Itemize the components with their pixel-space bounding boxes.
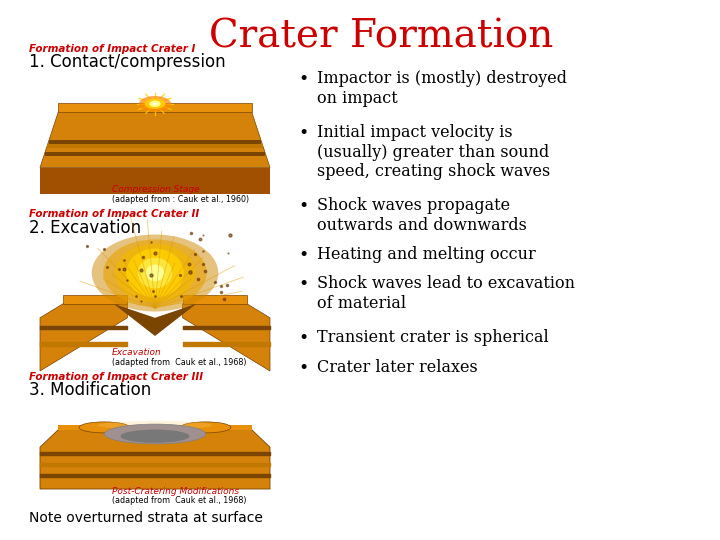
Ellipse shape [145, 265, 164, 281]
Text: Heating and melting occur: Heating and melting occur [317, 246, 536, 262]
Polygon shape [63, 295, 127, 304]
Polygon shape [183, 295, 247, 304]
Text: Shock waves propagate
outwards and downwards: Shock waves propagate outwards and downw… [317, 197, 526, 234]
Text: •: • [299, 70, 309, 88]
Text: •: • [299, 359, 309, 377]
Ellipse shape [126, 248, 184, 298]
Text: •: • [299, 329, 309, 347]
Text: Shock waves lead to excavation
of material: Shock waves lead to excavation of materi… [317, 275, 575, 312]
Ellipse shape [180, 422, 231, 433]
Text: •: • [299, 197, 309, 215]
Ellipse shape [97, 421, 212, 430]
Text: Formation of Impact Crater II: Formation of Impact Crater II [29, 209, 199, 219]
Polygon shape [40, 167, 270, 193]
Text: Crater later relaxes: Crater later relaxes [317, 359, 477, 376]
Text: Transient crater is spherical: Transient crater is spherical [317, 329, 549, 346]
Text: Impactor is (mostly) destroyed
on impact: Impactor is (mostly) destroyed on impact [317, 70, 567, 107]
Ellipse shape [153, 103, 157, 105]
Text: •: • [299, 246, 309, 264]
Polygon shape [45, 152, 265, 157]
Ellipse shape [149, 100, 161, 107]
Text: 2. Excavation: 2. Excavation [29, 219, 141, 237]
Ellipse shape [104, 424, 206, 444]
Polygon shape [183, 304, 270, 371]
Text: Post-Cratering Modifications: Post-Cratering Modifications [112, 487, 239, 496]
Text: (adapted from : Cauk et al., 1960): (adapted from : Cauk et al., 1960) [112, 195, 248, 204]
Text: 3. Modification: 3. Modification [29, 381, 151, 399]
Text: •: • [299, 275, 309, 293]
Text: 1. Contact/compression: 1. Contact/compression [29, 53, 225, 71]
Text: Initial impact velocity is
(usually) greater than sound
speed, creating shock wa: Initial impact velocity is (usually) gre… [317, 124, 550, 180]
Ellipse shape [139, 96, 171, 112]
Ellipse shape [79, 422, 130, 433]
Ellipse shape [114, 244, 195, 302]
Ellipse shape [103, 239, 207, 307]
Text: Crater Formation: Crater Formation [210, 19, 554, 56]
Text: Note overturned strata at surface: Note overturned strata at surface [29, 511, 263, 525]
Polygon shape [114, 304, 197, 336]
Ellipse shape [138, 258, 172, 288]
Polygon shape [40, 430, 270, 489]
Ellipse shape [120, 430, 189, 443]
Ellipse shape [91, 234, 218, 312]
Text: (adapted from  Cauk et al., 1968): (adapted from Cauk et al., 1968) [112, 496, 246, 505]
Polygon shape [58, 103, 251, 112]
Polygon shape [40, 112, 270, 167]
Polygon shape [47, 145, 263, 148]
Polygon shape [40, 304, 127, 371]
Text: Excavation: Excavation [112, 348, 161, 357]
Text: Compression Stage: Compression Stage [112, 185, 199, 194]
Polygon shape [58, 425, 251, 430]
Ellipse shape [145, 99, 166, 109]
Text: •: • [299, 124, 309, 142]
Text: (adapted from  Cauk et al., 1968): (adapted from Cauk et al., 1968) [112, 358, 246, 367]
Polygon shape [48, 140, 261, 145]
Text: Formation of Impact Crater III: Formation of Impact Crater III [29, 372, 203, 382]
Text: Formation of Impact Crater I: Formation of Impact Crater I [29, 44, 195, 54]
